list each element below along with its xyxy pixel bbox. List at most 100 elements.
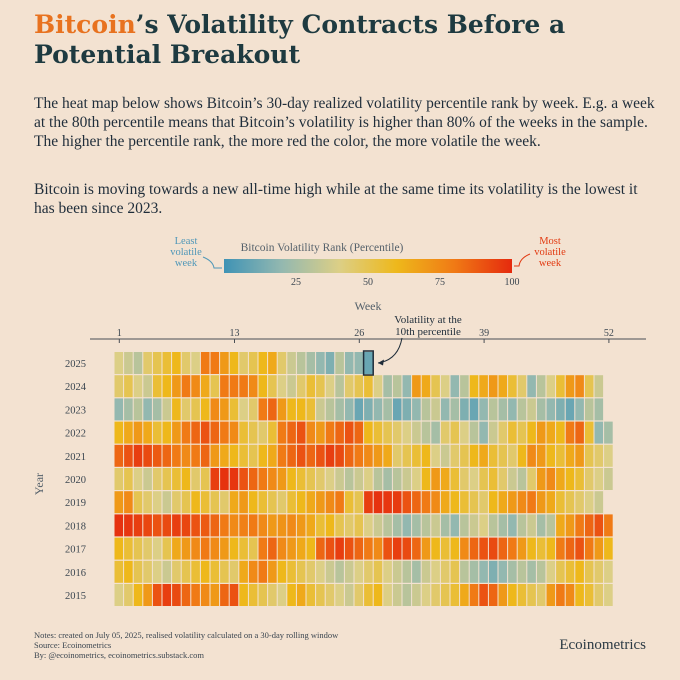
heatmap-cell: [575, 560, 584, 583]
heatmap-cell: [488, 584, 498, 606]
byline-text: By: @ecoinometrics, ecoinometrics.substa…: [34, 650, 204, 660]
heatmap-cell: [325, 584, 335, 606]
heatmap-cell: [248, 537, 258, 560]
heatmap-cell: [258, 398, 268, 421]
heatmap-cell: [344, 421, 354, 444]
heatmap-cell: [210, 468, 220, 490]
heatmap-cell: [440, 514, 450, 537]
heatmap-cell: [508, 584, 517, 606]
heatmap-cell: [143, 584, 152, 606]
heatmap-cell: [114, 398, 124, 421]
heatmap-cell: [296, 514, 306, 537]
heatmap-cell: [239, 491, 248, 514]
heatmap-cell: [364, 352, 373, 374]
heatmap-cell: [364, 444, 373, 467]
heatmap-cell: [191, 537, 200, 560]
heatmap-cell: [469, 375, 479, 398]
heatmap-cell: [469, 444, 479, 467]
heatmap-cell: [306, 444, 316, 467]
heatmap-cell: [181, 444, 191, 467]
heatmap-cell: [364, 560, 373, 583]
legend-tick-label: 25: [291, 277, 301, 288]
heatmap-cell: [114, 537, 124, 560]
heatmap-cell: [277, 584, 287, 606]
heatmap-cell: [325, 398, 335, 421]
heatmap-cell: [210, 444, 220, 467]
heatmap-cell: [152, 468, 162, 490]
heatmap-cell: [248, 444, 258, 467]
heatmap-cell: [191, 398, 200, 421]
heatmap-cell: [392, 560, 402, 583]
heatmap-cell: [383, 514, 392, 537]
heatmap-cell: [277, 398, 287, 421]
heatmap-cell: [239, 514, 248, 537]
heatmap-cell: [152, 560, 162, 583]
heatmap-cell: [450, 584, 460, 606]
heatmap-cell: [268, 584, 277, 606]
heatmap-cell: [536, 514, 546, 537]
heatmap-cell: [296, 468, 306, 490]
heatmap-cell: [594, 375, 604, 398]
heatmap-cell: [469, 468, 479, 490]
heatmap-cell: [143, 352, 152, 374]
heatmap-cell: [412, 584, 421, 606]
heatmap-cell: [546, 468, 556, 490]
heatmap-cell: [488, 560, 498, 583]
heatmap-cell: [306, 584, 316, 606]
heatmap-cell: [229, 584, 239, 606]
heatmap-cell: [431, 537, 440, 560]
description-paragraph-2: Bitcoin is moving towards a new all-time…: [34, 181, 638, 217]
notes-text: Notes: created on July 05, 2025, realise…: [34, 630, 339, 640]
heatmap-cell: [431, 468, 440, 490]
heatmap-cell: [479, 584, 488, 606]
heatmap-cell: [469, 491, 479, 514]
heatmap-cell: [546, 421, 556, 444]
heatmap-cell: [306, 421, 316, 444]
heatmap-cell: [604, 584, 613, 606]
heatmap-cell: [594, 398, 604, 421]
heatmap-cell: [412, 537, 421, 560]
heatmap-cell: [344, 537, 354, 560]
heatmap-cell: [124, 514, 133, 537]
heatmap-cell: [498, 468, 508, 490]
heatmap-cell: [517, 421, 527, 444]
heatmap-cell: [344, 375, 354, 398]
heatmap-cell: [383, 444, 392, 467]
heatmap-cell: [316, 491, 325, 514]
heatmap-cell: [316, 375, 325, 398]
heatmap-cell: [584, 584, 594, 606]
heatmap-cell: [460, 537, 469, 560]
heatmap-cell: [124, 560, 133, 583]
heatmap-cell: [239, 537, 248, 560]
heatmap-cell: [421, 584, 431, 606]
y-tick-label: 2017: [65, 545, 86, 556]
heatmap-cell: [200, 352, 210, 374]
heatmap-cell: [527, 468, 536, 490]
heatmap-cell: [268, 514, 277, 537]
heatmap-cell: [498, 584, 508, 606]
heatmap-cell: [536, 560, 546, 583]
heatmap-cell: [114, 421, 124, 444]
heatmap-cell: [162, 444, 172, 467]
heatmap-cell: [402, 468, 412, 490]
heatmap-cell: [488, 468, 498, 490]
heatmap-cell: [527, 421, 536, 444]
heatmap-cell: [421, 537, 431, 560]
heatmap-cell: [546, 560, 556, 583]
heatmap-cell: [268, 375, 277, 398]
heatmap-cell: [229, 398, 239, 421]
heatmap-cell: [450, 560, 460, 583]
heatmap-cell: [383, 584, 392, 606]
heatmap-cell: [421, 491, 431, 514]
heatmap-cell: [479, 560, 488, 583]
volatility-heatmap: Bitcoin Volatility Rank (Percentile) 25 5…: [32, 236, 646, 606]
heatmap-cell: [383, 398, 392, 421]
heatmap-cell: [316, 444, 325, 467]
heatmap-cell: [498, 514, 508, 537]
heatmap-cell: [479, 398, 488, 421]
heatmap-cell: [565, 514, 575, 537]
legend-tick-label: 100: [505, 277, 520, 288]
heatmap-cell: [584, 421, 594, 444]
